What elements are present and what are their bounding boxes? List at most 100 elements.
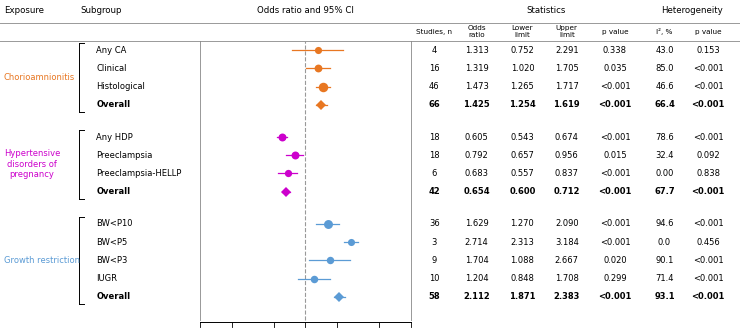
Text: 18: 18 bbox=[429, 151, 440, 160]
Text: IUGR: IUGR bbox=[96, 274, 117, 283]
Text: 0.0: 0.0 bbox=[658, 238, 671, 247]
Text: <0.001: <0.001 bbox=[599, 82, 630, 91]
Text: 0.838: 0.838 bbox=[696, 169, 720, 178]
Text: <0.001: <0.001 bbox=[691, 187, 725, 196]
Text: 2.112: 2.112 bbox=[463, 292, 490, 301]
Text: 0.792: 0.792 bbox=[465, 151, 488, 160]
Text: 66.4: 66.4 bbox=[654, 100, 675, 109]
Text: Preeclampsia-HELLP: Preeclampsia-HELLP bbox=[96, 169, 181, 178]
Text: 0.456: 0.456 bbox=[696, 238, 720, 247]
Text: 1.204: 1.204 bbox=[465, 274, 488, 283]
Text: 0.543: 0.543 bbox=[511, 133, 534, 141]
Text: 0.848: 0.848 bbox=[511, 274, 534, 283]
Text: 0.654: 0.654 bbox=[463, 187, 490, 196]
Text: <0.001: <0.001 bbox=[693, 274, 724, 283]
Text: 10: 10 bbox=[429, 274, 440, 283]
Text: 18: 18 bbox=[429, 133, 440, 141]
Text: 2.667: 2.667 bbox=[555, 256, 579, 265]
Text: I², %: I², % bbox=[656, 29, 673, 35]
Text: 6: 6 bbox=[431, 169, 437, 178]
Text: Preeclampsia: Preeclampsia bbox=[96, 151, 152, 160]
Text: 0.674: 0.674 bbox=[555, 133, 579, 141]
Text: Studies, n: Studies, n bbox=[417, 29, 452, 35]
Text: 46: 46 bbox=[429, 82, 440, 91]
Text: <0.001: <0.001 bbox=[693, 64, 724, 73]
Text: Histological: Histological bbox=[96, 82, 145, 91]
Text: Any HDP: Any HDP bbox=[96, 133, 133, 141]
Text: 1.313: 1.313 bbox=[465, 46, 488, 54]
Text: 32.4: 32.4 bbox=[656, 151, 673, 160]
Text: 1.265: 1.265 bbox=[511, 82, 534, 91]
Text: 0.605: 0.605 bbox=[465, 133, 488, 141]
Text: 9: 9 bbox=[431, 256, 437, 265]
Text: 1.319: 1.319 bbox=[465, 64, 488, 73]
Text: 0.712: 0.712 bbox=[554, 187, 580, 196]
Text: 1.629: 1.629 bbox=[465, 219, 488, 228]
Text: 1.473: 1.473 bbox=[465, 82, 488, 91]
Text: <0.001: <0.001 bbox=[599, 238, 630, 247]
Text: Statistics: Statistics bbox=[526, 6, 565, 15]
Text: 58: 58 bbox=[428, 292, 440, 301]
Text: BW<P10: BW<P10 bbox=[96, 219, 132, 228]
Text: 3.184: 3.184 bbox=[555, 238, 579, 247]
Text: 0.015: 0.015 bbox=[603, 151, 627, 160]
Text: 1.708: 1.708 bbox=[555, 274, 579, 283]
Text: BW<P3: BW<P3 bbox=[96, 256, 127, 265]
Text: 2.291: 2.291 bbox=[555, 46, 579, 54]
Text: 2.383: 2.383 bbox=[554, 292, 580, 301]
Text: <0.001: <0.001 bbox=[693, 219, 724, 228]
Text: 2.090: 2.090 bbox=[555, 219, 579, 228]
Text: 1.020: 1.020 bbox=[511, 64, 534, 73]
Text: 85.0: 85.0 bbox=[656, 64, 673, 73]
Text: 36: 36 bbox=[429, 219, 440, 228]
Text: p value: p value bbox=[602, 29, 628, 35]
Text: <0.001: <0.001 bbox=[691, 292, 725, 301]
Text: 0.153: 0.153 bbox=[696, 46, 720, 54]
Text: 2.714: 2.714 bbox=[465, 238, 488, 247]
Text: Subgroup: Subgroup bbox=[80, 6, 121, 15]
Text: 1.717: 1.717 bbox=[555, 82, 579, 91]
Text: Clinical: Clinical bbox=[96, 64, 127, 73]
Text: Hypertensive
disorders of
pregnancy: Hypertensive disorders of pregnancy bbox=[4, 150, 60, 179]
Text: 78.6: 78.6 bbox=[655, 133, 674, 141]
Text: Growth restriction: Growth restriction bbox=[4, 256, 80, 265]
Text: 1.619: 1.619 bbox=[554, 100, 580, 109]
Text: 1.871: 1.871 bbox=[509, 292, 536, 301]
Text: 0.338: 0.338 bbox=[603, 46, 627, 54]
Text: Overall: Overall bbox=[96, 100, 130, 109]
Text: 1.704: 1.704 bbox=[465, 256, 488, 265]
Text: 0.092: 0.092 bbox=[696, 151, 720, 160]
Text: 2.313: 2.313 bbox=[511, 238, 534, 247]
Text: 46.6: 46.6 bbox=[655, 82, 674, 91]
Text: 0.683: 0.683 bbox=[465, 169, 488, 178]
Text: 71.4: 71.4 bbox=[656, 274, 673, 283]
Text: 0.00: 0.00 bbox=[656, 169, 673, 178]
Text: 0.837: 0.837 bbox=[555, 169, 579, 178]
Text: 90.1: 90.1 bbox=[656, 256, 673, 265]
Text: 0.035: 0.035 bbox=[603, 64, 627, 73]
Text: <0.001: <0.001 bbox=[693, 256, 724, 265]
Text: Odds ratio and 95% CI: Odds ratio and 95% CI bbox=[257, 6, 354, 15]
Text: Lower
limit: Lower limit bbox=[511, 26, 534, 38]
Text: 0.657: 0.657 bbox=[511, 151, 534, 160]
Text: p value: p value bbox=[695, 29, 722, 35]
Text: 66: 66 bbox=[428, 100, 440, 109]
Text: Exposure: Exposure bbox=[4, 6, 44, 15]
Text: 0.752: 0.752 bbox=[511, 46, 534, 54]
Text: <0.001: <0.001 bbox=[598, 100, 632, 109]
Text: <0.001: <0.001 bbox=[693, 82, 724, 91]
Text: <0.001: <0.001 bbox=[599, 133, 630, 141]
Text: Overall: Overall bbox=[96, 292, 130, 301]
Text: <0.001: <0.001 bbox=[691, 100, 725, 109]
Text: Odds
ratio: Odds ratio bbox=[467, 26, 486, 38]
Text: Chorioamnionitis: Chorioamnionitis bbox=[4, 73, 75, 82]
Text: 1.425: 1.425 bbox=[463, 100, 490, 109]
Text: 0.557: 0.557 bbox=[511, 169, 534, 178]
Text: 1.254: 1.254 bbox=[509, 100, 536, 109]
Text: 1.270: 1.270 bbox=[511, 219, 534, 228]
Text: 16: 16 bbox=[429, 64, 440, 73]
Text: 1.088: 1.088 bbox=[511, 256, 534, 265]
Text: 3: 3 bbox=[431, 238, 437, 247]
Text: <0.001: <0.001 bbox=[598, 292, 632, 301]
Text: 42: 42 bbox=[428, 187, 440, 196]
